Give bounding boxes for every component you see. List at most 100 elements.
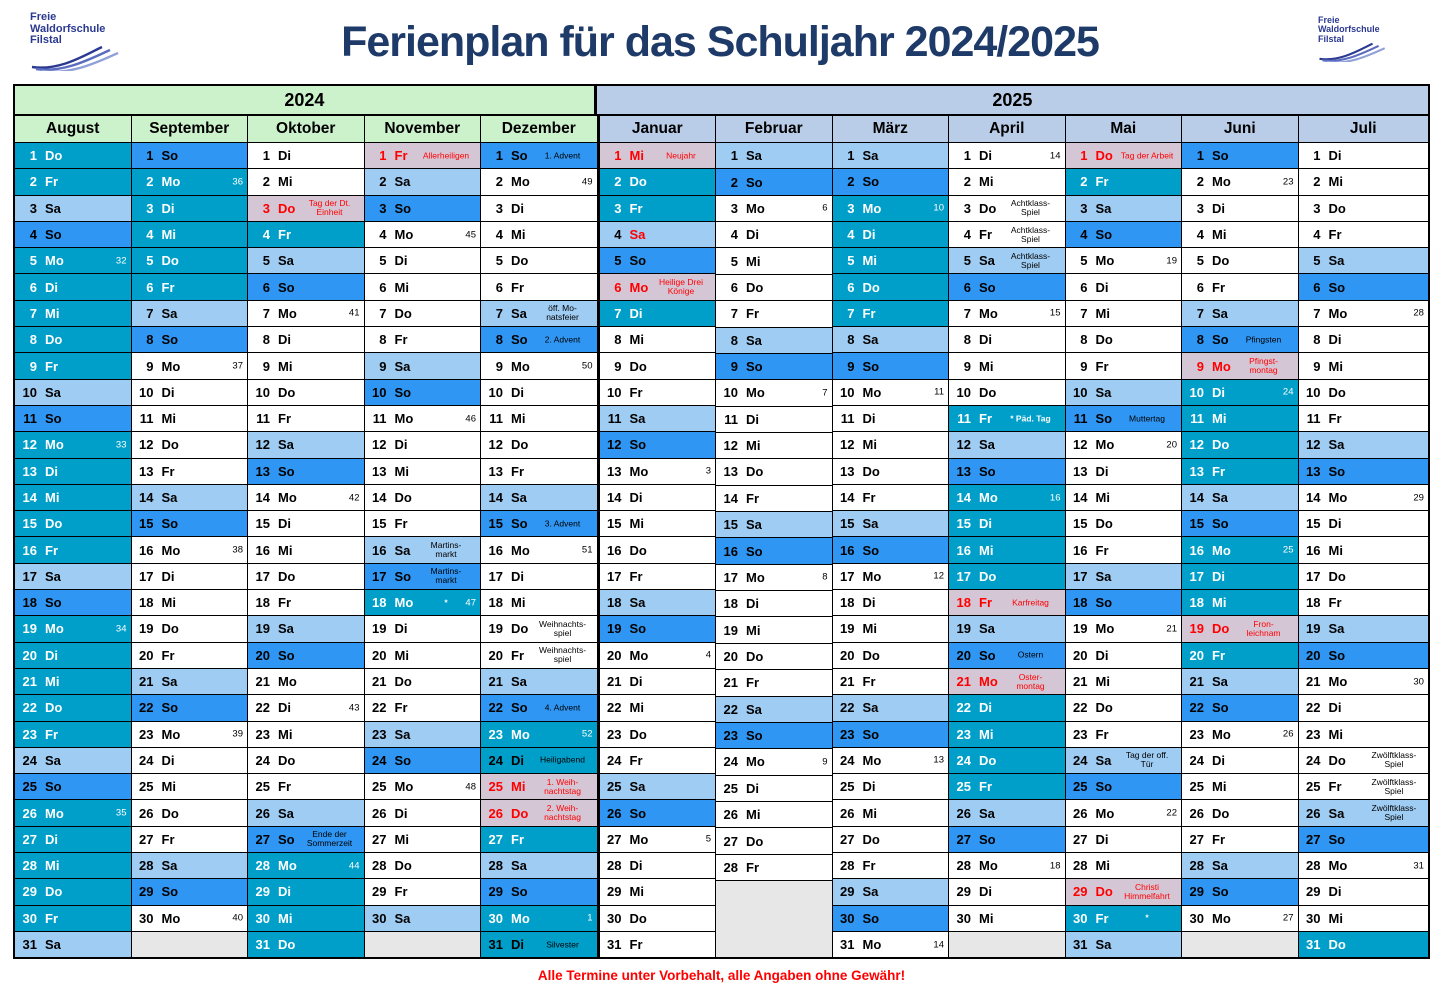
weekday-label: Do xyxy=(746,279,764,295)
day-number: 2 xyxy=(146,174,154,190)
week-number: 20 xyxy=(1166,439,1177,451)
day-number: 18 xyxy=(723,596,738,612)
weekday-label: Di xyxy=(1095,279,1109,295)
day-cell: 20 Fr Weihnachts- spiel xyxy=(481,642,597,669)
day-number: 2 xyxy=(614,174,622,190)
weekday-label: Mo xyxy=(979,674,998,690)
weekday-label: Mi xyxy=(511,227,526,243)
weekday-label: Sa xyxy=(161,674,178,690)
day-number: 23 xyxy=(1073,726,1088,742)
day-cell: 23 Mo 26 xyxy=(1182,721,1298,748)
weekday-label: Mo xyxy=(511,542,530,558)
weekday-label: Sa xyxy=(1212,305,1228,321)
day-annotation: Martins- markt xyxy=(430,540,462,560)
weekday-label: Sa xyxy=(1095,752,1112,768)
week-number: 1 xyxy=(587,912,593,924)
day-annotation: Neujahr xyxy=(666,150,696,161)
weekday-label: Sa xyxy=(979,437,995,453)
weekday-label: Do xyxy=(1095,516,1113,532)
day-cell: 27 So xyxy=(949,826,1065,854)
day-cell: 31 Do xyxy=(248,931,364,958)
day-cell: 20 Do xyxy=(716,643,832,671)
day-number: 16 xyxy=(1073,542,1088,558)
day-number: 30 xyxy=(372,910,387,926)
day-number: 5 xyxy=(730,253,738,269)
day-cell: 5 Mi xyxy=(832,248,948,275)
day-cell: 26 Do xyxy=(1182,800,1298,827)
day-cell: 17 So Martins- markt xyxy=(364,563,480,591)
day-number: 5 xyxy=(614,253,622,269)
day-number: 30 xyxy=(1306,910,1321,926)
weekday-label: Mo xyxy=(161,358,181,374)
weekday-label: Do xyxy=(394,674,412,690)
weekday-label: So xyxy=(511,700,528,716)
weekday-label: Di xyxy=(45,831,58,847)
day-cell: 31 Di Silvester xyxy=(481,931,597,958)
weekday-label: Do xyxy=(1328,752,1346,768)
day-number: 5 xyxy=(847,253,855,269)
day-number: 23 xyxy=(1306,726,1321,742)
day-cell: 18 Mo 47 * xyxy=(364,590,480,617)
week-number: 8 xyxy=(822,571,828,583)
day-number: 18 xyxy=(255,595,270,611)
day-cell: 25 Fr xyxy=(248,774,364,801)
day-cell: 9 Mi xyxy=(248,353,364,380)
day-cell: 5 Mo 32 xyxy=(15,248,131,275)
day-cell: 10 Di xyxy=(481,379,597,406)
day-cell: 30 Sa xyxy=(364,905,480,932)
day-number: 9 xyxy=(847,358,855,374)
day-number: 3 xyxy=(495,200,503,216)
day-cell: 23 Mi xyxy=(949,721,1065,748)
weekday-label: Fr xyxy=(629,752,643,768)
day-cell: 14 Mi xyxy=(15,484,131,512)
day-number: 11 xyxy=(1073,411,1088,427)
weekday-label: Sa xyxy=(1212,858,1228,874)
weekday-label: Mo xyxy=(161,726,181,742)
day-number: 17 xyxy=(255,568,270,584)
day-number: 15 xyxy=(255,516,270,532)
day-cell: 20 Di xyxy=(1065,642,1181,669)
day-cell: 2 So xyxy=(832,169,948,196)
month-column-dezember: Dezember 1 So 1. Advent 2 Mo 49 3 Di 4 Mi 5 Do 6 Fr 7 Sa… xyxy=(481,116,600,958)
day-number: 4 xyxy=(963,227,971,243)
day-number: 12 xyxy=(255,437,270,453)
day-cell: 7 Di xyxy=(599,300,715,328)
weekday-label: Mi xyxy=(511,779,526,795)
weekday-label: Do xyxy=(511,437,529,453)
day-number: 16 xyxy=(488,542,503,558)
day-number: 29 xyxy=(488,884,503,900)
weekday-label: Mi xyxy=(161,227,176,243)
day-number: 25 xyxy=(255,779,270,795)
weekday-label: Fr xyxy=(862,674,876,690)
day-number: 29 xyxy=(956,884,971,900)
day-number: 22 xyxy=(1073,700,1088,716)
day-number: 8 xyxy=(29,332,37,348)
day-number: 13 xyxy=(139,463,154,479)
school-logo-left: Freie Waldorfschule Filstal xyxy=(30,11,160,71)
day-number: 19 xyxy=(255,621,270,637)
day-annotation: Weihnachts- spiel xyxy=(538,645,587,665)
weekday-label: Mi xyxy=(979,910,994,926)
day-annotation: Ende der Sommerzeit xyxy=(306,829,353,849)
logo-wave-icon xyxy=(1319,43,1386,63)
day-number: 28 xyxy=(840,858,855,874)
day-annotation: Pfingst- montag xyxy=(1249,356,1278,376)
day-annotation: Muttertag xyxy=(1129,413,1165,424)
day-number: 8 xyxy=(1196,332,1204,348)
weekday-label: Fr xyxy=(979,779,992,795)
day-number: 25 xyxy=(607,779,622,795)
weekday-label: Di xyxy=(161,568,175,584)
day-number: 10 xyxy=(840,384,855,400)
day-number: 10 xyxy=(607,384,622,400)
day-cell: 12 Do xyxy=(481,432,597,459)
day-number: 14 xyxy=(22,490,37,505)
day-cell: 19 So xyxy=(599,616,715,643)
day-number: 22 xyxy=(1189,700,1204,716)
weekday-label: So xyxy=(1212,148,1229,164)
month-header: Mai xyxy=(1065,116,1181,143)
day-number: 19 xyxy=(22,621,37,637)
day-annotation: Fron- leichnam xyxy=(1246,618,1281,638)
day-number: 16 xyxy=(956,542,971,558)
weekday-label: So xyxy=(1095,779,1113,795)
day-number: 29 xyxy=(840,884,855,900)
